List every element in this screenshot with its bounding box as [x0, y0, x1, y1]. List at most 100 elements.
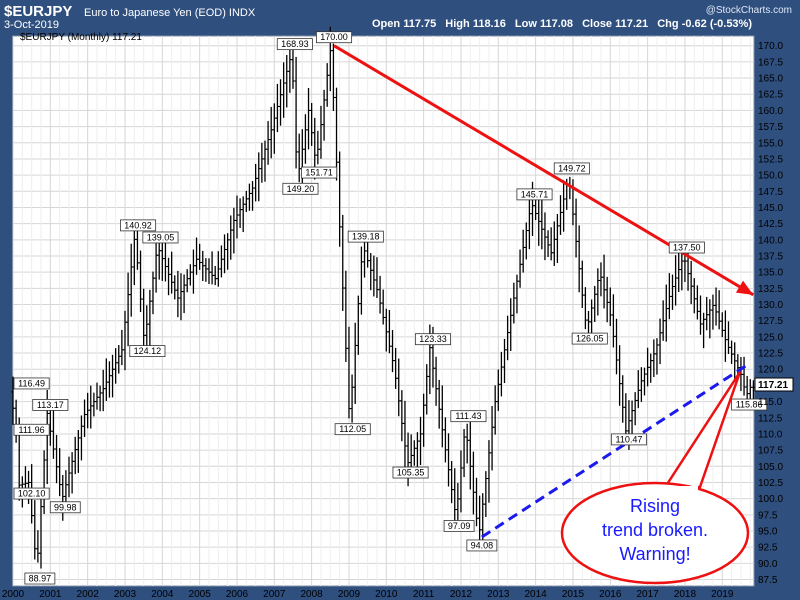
svg-text:97.09: 97.09 [448, 521, 471, 531]
svg-text:151.71: 151.71 [305, 168, 333, 178]
svg-text:113.17: 113.17 [37, 400, 64, 410]
value-label: 112.05 [334, 423, 371, 436]
y-tick-label: 170.0 [758, 41, 783, 52]
y-tick-label: 142.5 [758, 219, 783, 230]
y-tick-label: 150.0 [758, 171, 783, 182]
y-axis: 87.5 90.0 92.5 95.0 97.5 100.0 102.5 105.0 107.5… [758, 41, 783, 586]
y-tick-label: 90.0 [758, 559, 778, 570]
y-tick-label: 87.5 [758, 575, 778, 586]
y-tick-label: 160.0 [758, 106, 783, 117]
y-tick-label: 165.0 [758, 74, 783, 85]
change-label: Chg -0.62 (-0.53%) [657, 18, 752, 30]
value-label: 105.35 [392, 466, 429, 479]
x-tick-label: 2011 [413, 589, 435, 600]
x-tick-label: 2007 [263, 589, 286, 600]
svg-text:88.97: 88.97 [29, 574, 52, 584]
x-tick-label: 2019 [711, 589, 734, 600]
svg-text:123.33: 123.33 [419, 334, 447, 344]
y-tick-label: 155.0 [758, 138, 783, 149]
value-label: 102.10 [13, 487, 50, 500]
y-tick-label: 140.0 [758, 235, 783, 246]
x-tick-label: 2016 [599, 589, 622, 600]
price-bars [11, 26, 756, 569]
value-label: 126.05 [571, 332, 608, 345]
value-label: 137.50 [668, 241, 705, 254]
x-tick-label: 2010 [375, 589, 398, 600]
y-tick-label: 100.0 [758, 494, 783, 505]
x-tick-label: 2017 [636, 589, 659, 600]
y-tick-label: 115.0 [758, 397, 783, 408]
svg-text:102.10: 102.10 [18, 489, 46, 499]
value-label: 97.09 [443, 520, 475, 532]
close-label: Close 117.21 [582, 18, 649, 30]
y-tick-label: 162.5 [758, 90, 783, 101]
x-tick-label: 2014 [524, 589, 547, 600]
trendline-support [481, 364, 748, 539]
svg-text:145.71: 145.71 [521, 189, 549, 199]
y-tick-label: 122.5 [758, 349, 783, 360]
svg-text:168.93: 168.93 [281, 39, 309, 49]
svg-text:112.05: 112.05 [339, 424, 366, 434]
open-label: Open 117.75 [372, 18, 437, 30]
svg-text:116.49: 116.49 [18, 378, 45, 388]
x-tick-label: 2000 [2, 589, 25, 600]
value-label: 116.49 [13, 377, 50, 390]
svg-text:139.18: 139.18 [352, 232, 380, 242]
value-label: 115.86 [731, 398, 768, 411]
x-tick-label: 2009 [338, 589, 361, 600]
value-label: 88.97 [24, 572, 56, 585]
y-tick-label: 127.5 [758, 316, 783, 327]
x-tick-label: 2002 [77, 589, 100, 600]
y-tick-label: 102.5 [758, 478, 783, 489]
y-tick-label: 95.0 [758, 527, 778, 538]
last-price-tag: 117.21 [754, 377, 794, 392]
x-axis: 2000 2001 2002 2003 2004 2005 2006 2007 2008 2009… [2, 589, 734, 600]
value-label: 170.00 [316, 31, 353, 44]
svg-text:170.00: 170.00 [320, 32, 348, 42]
trendline-arrowhead [735, 280, 754, 295]
value-label: 111.96 [13, 423, 50, 436]
y-tick-label: 145.0 [758, 203, 783, 214]
y-tick-label: 120.0 [758, 365, 783, 376]
y-tick-label: 105.0 [758, 462, 783, 473]
low-label: Low 117.08 [514, 18, 574, 30]
svg-text:117.21: 117.21 [758, 380, 788, 391]
svg-text:94.08: 94.08 [471, 540, 494, 550]
symbol-title: $EURJPY [4, 3, 73, 20]
value-labels: 116.49 111.96 102.10 88.97 113.17 99.98 140.92… [13, 31, 768, 585]
y-tick-label: 107.5 [758, 446, 783, 457]
callout-line-2: trend broken. [602, 520, 708, 540]
callout-line-3: Warning! [619, 544, 690, 564]
x-tick-label: 2005 [189, 589, 212, 600]
value-label: 123.33 [414, 333, 451, 346]
value-label: 110.47 [610, 433, 647, 446]
value-label: 139.05 [142, 231, 179, 244]
value-label: 111.43 [450, 410, 487, 423]
chart-header: $EURJPY Euro to Japanese Yen (EOD) INDX … [2, 2, 798, 31]
ohlc-summary: Open 117.75 High 118.16 Low 117.08 Close… [372, 18, 758, 30]
x-tick-label: 2006 [226, 589, 249, 600]
y-tick-label: 167.5 [758, 57, 783, 68]
x-tick-label: 2012 [450, 589, 473, 600]
brand-watermark[interactable]: @StockCharts.com [705, 5, 792, 16]
high-label: High 118.16 [445, 18, 506, 30]
x-tick-label: 2018 [674, 589, 697, 600]
y-tick-label: 147.5 [758, 187, 783, 198]
x-tick-label: 2001 [39, 589, 62, 600]
chart-date: 3-Oct-2019 [4, 19, 60, 31]
y-tick-label: 137.5 [758, 252, 783, 263]
svg-text:115.86: 115.86 [736, 400, 763, 410]
chart-legend: $EURJPY (Monthly) 117.21 [20, 32, 142, 43]
svg-text:124.12: 124.12 [134, 346, 162, 356]
svg-text:111.43: 111.43 [455, 411, 481, 421]
value-label: 149.20 [282, 182, 319, 195]
svg-text:140.92: 140.92 [124, 220, 152, 230]
y-tick-label: 152.5 [758, 154, 783, 165]
y-tick-label: 110.0 [758, 429, 783, 440]
x-tick-label: 2004 [151, 589, 174, 600]
warning-callout: Rising trend broken. Warning! [560, 371, 750, 585]
y-tick-label: 135.0 [758, 268, 783, 279]
y-tick-label: 130.0 [758, 300, 783, 311]
